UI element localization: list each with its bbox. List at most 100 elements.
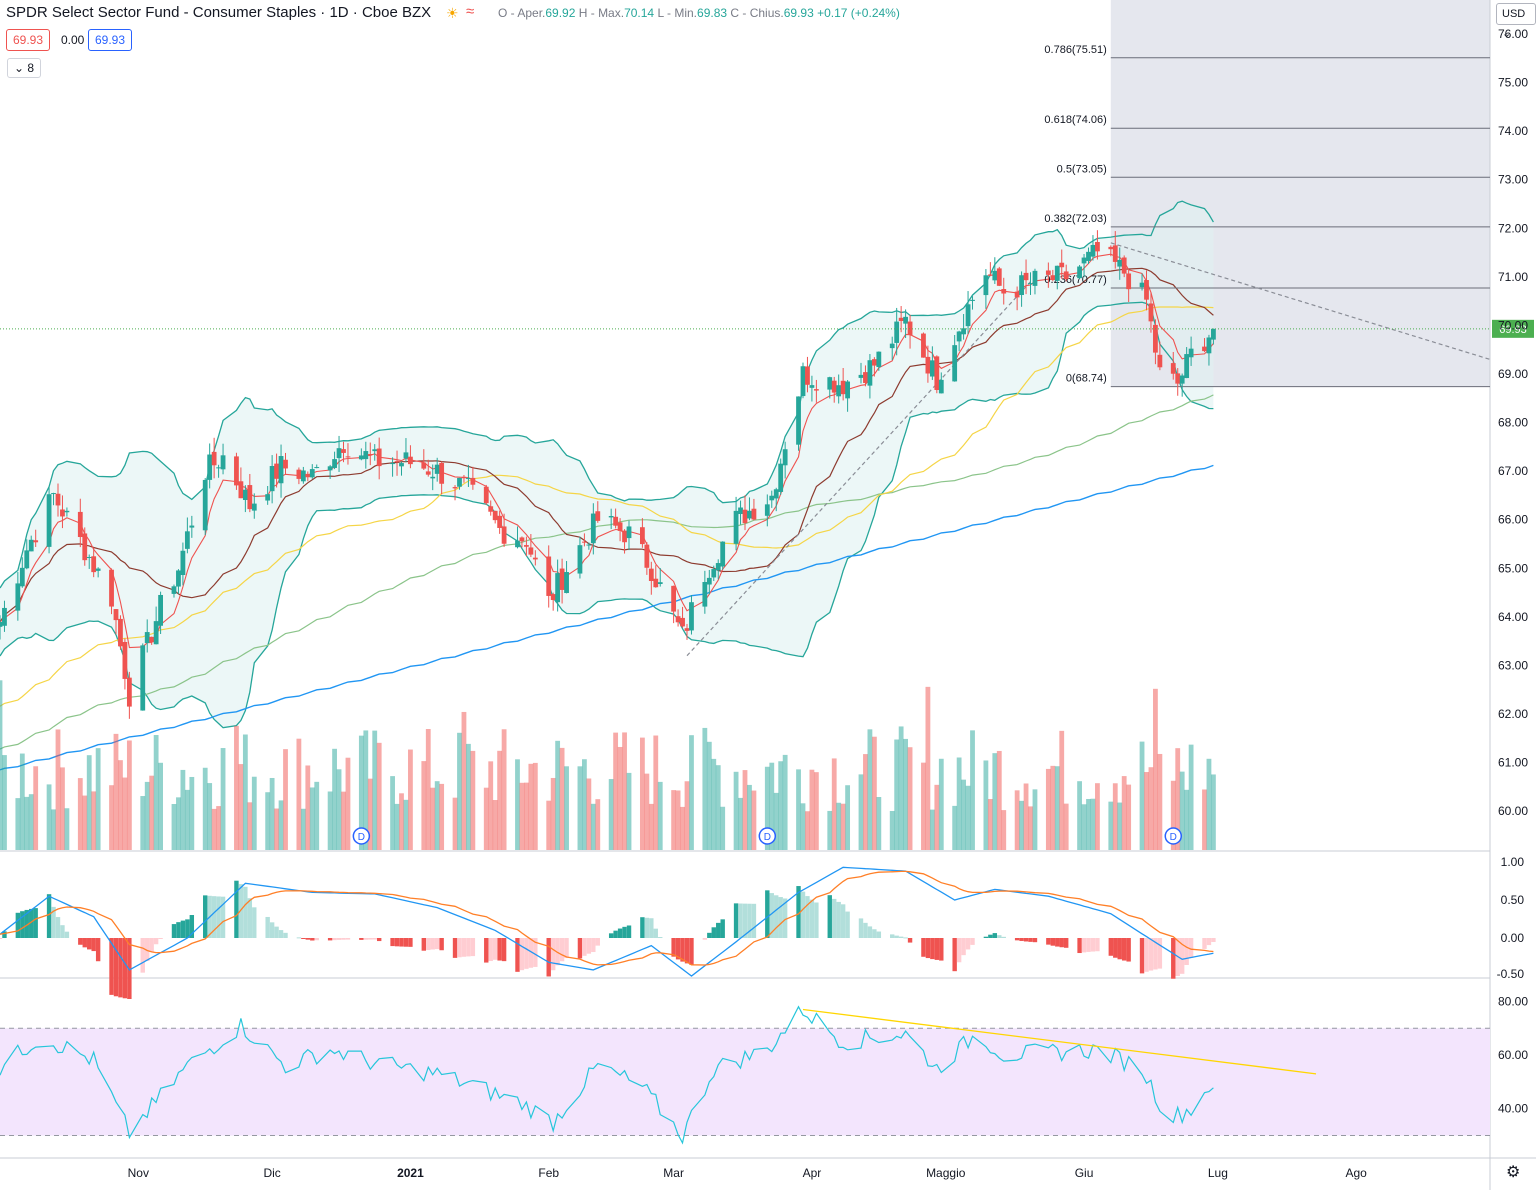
macd-histogram-bar (60, 925, 65, 938)
volume-bar (840, 803, 846, 850)
macd-histogram-bar (582, 938, 587, 956)
candle-body (648, 568, 654, 581)
macd-histogram-bar (15, 912, 21, 938)
volume-bar (1170, 780, 1176, 850)
macd-histogram-bar (858, 918, 864, 938)
trendline-down (1110, 242, 1491, 361)
candle-body (992, 270, 998, 281)
volume-bar (805, 811, 810, 850)
macd-histogram-bar (898, 936, 904, 938)
candle-body (341, 449, 346, 453)
volume-bar (711, 758, 717, 850)
ma50-line (0, 306, 1214, 707)
macd-histogram-bar (961, 938, 966, 956)
ask-pill[interactable]: 69.93 (88, 29, 133, 51)
macd-histogram-bar (20, 911, 25, 938)
spread-value: 0.00 (54, 29, 92, 51)
volume-bar (265, 792, 271, 850)
candle-body (1019, 275, 1024, 296)
volume-bar (82, 795, 88, 850)
candle-body (501, 526, 507, 544)
macd-histogram-bar (533, 938, 538, 967)
macd-histogram-bar (310, 938, 315, 941)
macd-histogram-bar (1090, 938, 1096, 952)
macd-histogram-bar (769, 893, 774, 938)
macd-signal-line (0, 870, 1214, 966)
macd-histogram-bar (1117, 938, 1122, 960)
volume-bar (782, 754, 788, 850)
volume-bar (158, 762, 163, 850)
candle-body (809, 385, 815, 388)
volume-bar (684, 781, 690, 850)
macd-histogram-bar (399, 938, 404, 947)
macd-histogram-bar (87, 938, 92, 950)
macd-histogram-bar (461, 938, 467, 957)
candle-body (657, 582, 663, 584)
candle-body (519, 537, 525, 542)
macd-histogram-bar (265, 916, 270, 938)
candle-body (140, 645, 146, 711)
macd-histogram-bar (1032, 938, 1038, 943)
symbol-title[interactable]: SPDR Select Sector Fund - Consumer Stapl… (6, 4, 432, 21)
rsi-tick-label: 80.00 (1498, 994, 1528, 1008)
currency-select[interactable]: USD ⌄ (1496, 3, 1536, 40)
volume-bar (1059, 730, 1065, 850)
candle-body (987, 274, 993, 276)
volume-bar (202, 767, 208, 850)
volume-bar (466, 743, 471, 850)
volume-bar (867, 729, 873, 850)
price-tick-label: 60.00 (1498, 804, 1528, 818)
macd-histogram-bar (408, 938, 413, 947)
candle-body (925, 356, 931, 374)
volume-bar (421, 761, 427, 850)
volume-bar (657, 781, 663, 850)
macd-histogram-bar (29, 908, 34, 938)
candle-body (247, 485, 253, 510)
volume-bar (996, 750, 1002, 850)
volume-bar (19, 753, 25, 850)
macd-histogram-bar (24, 909, 29, 938)
macd-histogram-bar (684, 938, 690, 964)
candle-body (827, 377, 833, 390)
volume-bar (622, 732, 627, 850)
candle-body (751, 508, 757, 520)
candle-body (961, 328, 966, 335)
volume-bar (653, 735, 659, 850)
candle-body (639, 527, 645, 545)
volume-bar (987, 799, 993, 850)
candle-body (1206, 337, 1212, 354)
candle-body (309, 469, 315, 478)
volume-bar (144, 781, 150, 850)
bid-pill[interactable]: 69.93 (6, 29, 51, 51)
candle-body (805, 366, 810, 385)
macd-histogram-bar (894, 935, 899, 938)
candle-body (778, 463, 784, 492)
macd-histogram-bar (82, 938, 87, 948)
macd-histogram-bar (591, 938, 596, 953)
time-tick-label: Lug (1208, 1166, 1228, 1180)
volume-bar (577, 766, 583, 850)
macd-histogram-bar (832, 898, 837, 938)
volume-bar (251, 776, 257, 850)
candle-body (430, 476, 436, 479)
volume-bar (689, 735, 694, 850)
volume-bar (242, 734, 248, 850)
macd-histogram-bar (301, 938, 306, 939)
macd-histogram-bar (305, 938, 311, 940)
candle-body (238, 481, 244, 499)
volume-bar (706, 741, 712, 850)
volume-bar (965, 785, 971, 850)
gear-icon[interactable]: ⚙ (1506, 1164, 1521, 1181)
volume-bar (769, 762, 775, 850)
macd-histogram-bar (640, 917, 645, 938)
volume-bar (1179, 771, 1185, 850)
volume-bar (33, 766, 39, 850)
volume-bar (1112, 783, 1118, 850)
indicators-toggle[interactable]: ⌄ 8 (7, 58, 42, 78)
macd-histogram-bar (827, 895, 832, 938)
volume-bar (738, 797, 743, 850)
candle-body (720, 541, 726, 567)
candle-body (546, 556, 552, 596)
macd-histogram-bar (421, 938, 427, 951)
